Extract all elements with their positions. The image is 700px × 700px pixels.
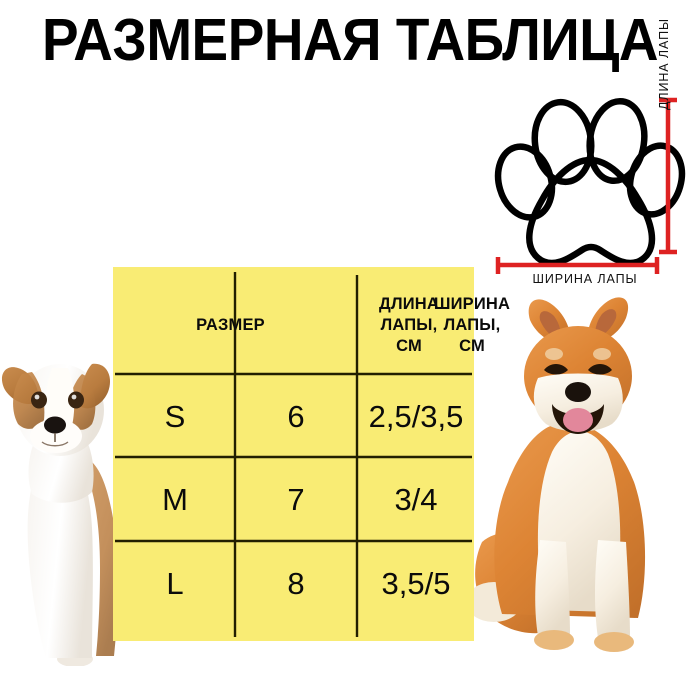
cell-size: L xyxy=(166,566,184,601)
table-header-size: РАЗМЕР xyxy=(115,277,346,374)
dog-paw-outline-icon xyxy=(494,97,686,267)
cell-paw-width: 3/4 xyxy=(394,481,438,517)
table-row: 3,5/5 xyxy=(358,541,474,627)
table-header-paw-width-line-1: ШИРИНА xyxy=(433,295,511,313)
table-row: 8 xyxy=(236,541,356,627)
cell-paw-width: 2,5/3,5 xyxy=(368,398,464,434)
cell-paw-length: 6 xyxy=(287,398,305,434)
table-header-size-line-1: РАЗМЕР xyxy=(196,316,265,334)
table-header-paw-width: ШИРИНА ЛАПЫ, СМ xyxy=(358,277,586,374)
table-header-paw-length-line-1: ДЛИНА xyxy=(378,295,440,313)
table-row: 7 xyxy=(236,458,356,541)
page-title: РАЗМЕРНАЯ ТАБЛИЦА xyxy=(41,7,659,73)
table-gridlines xyxy=(115,272,472,637)
table-row: S xyxy=(115,375,235,458)
cell-paw-length: 7 xyxy=(287,481,305,517)
table-row: 6 xyxy=(236,375,356,458)
jack-russell-terrier-photo xyxy=(0,318,136,667)
shiba-inu-photo xyxy=(466,292,700,664)
paw-width-label: ШИРИНА ЛАПЫ xyxy=(532,272,638,286)
table-row: L xyxy=(115,541,235,627)
size-table: РАЗМЕР ДЛИНА ЛАПЫ, СМ ШИРИНА ЛАПЫ, СМ S … xyxy=(113,267,510,641)
cell-paw-length: 8 xyxy=(287,566,305,601)
cell-size: S xyxy=(164,398,186,434)
table-header-paw-length-line-2: ЛАПЫ, xyxy=(380,316,438,334)
length-arrow xyxy=(659,97,677,255)
table-row: 2,5/3,5 xyxy=(358,375,474,458)
width-arrow xyxy=(495,257,660,274)
table-header-paw-width-line-3: СМ xyxy=(459,337,485,355)
table-row: 3/4 xyxy=(358,458,474,541)
table-header-paw-width-line-2: ЛАПЫ, xyxy=(443,316,501,334)
paw-measurement-diagram xyxy=(486,86,700,276)
table-row: M xyxy=(115,458,235,541)
table-header-paw-length: ДЛИНА ЛАПЫ, СМ xyxy=(349,277,469,374)
cell-size: M xyxy=(162,481,188,517)
cell-paw-width: 3,5/5 xyxy=(381,566,451,601)
paw-length-label: ДЛИНА ЛАПЫ xyxy=(657,18,671,110)
table-header-paw-length-line-3: СМ xyxy=(396,337,422,355)
